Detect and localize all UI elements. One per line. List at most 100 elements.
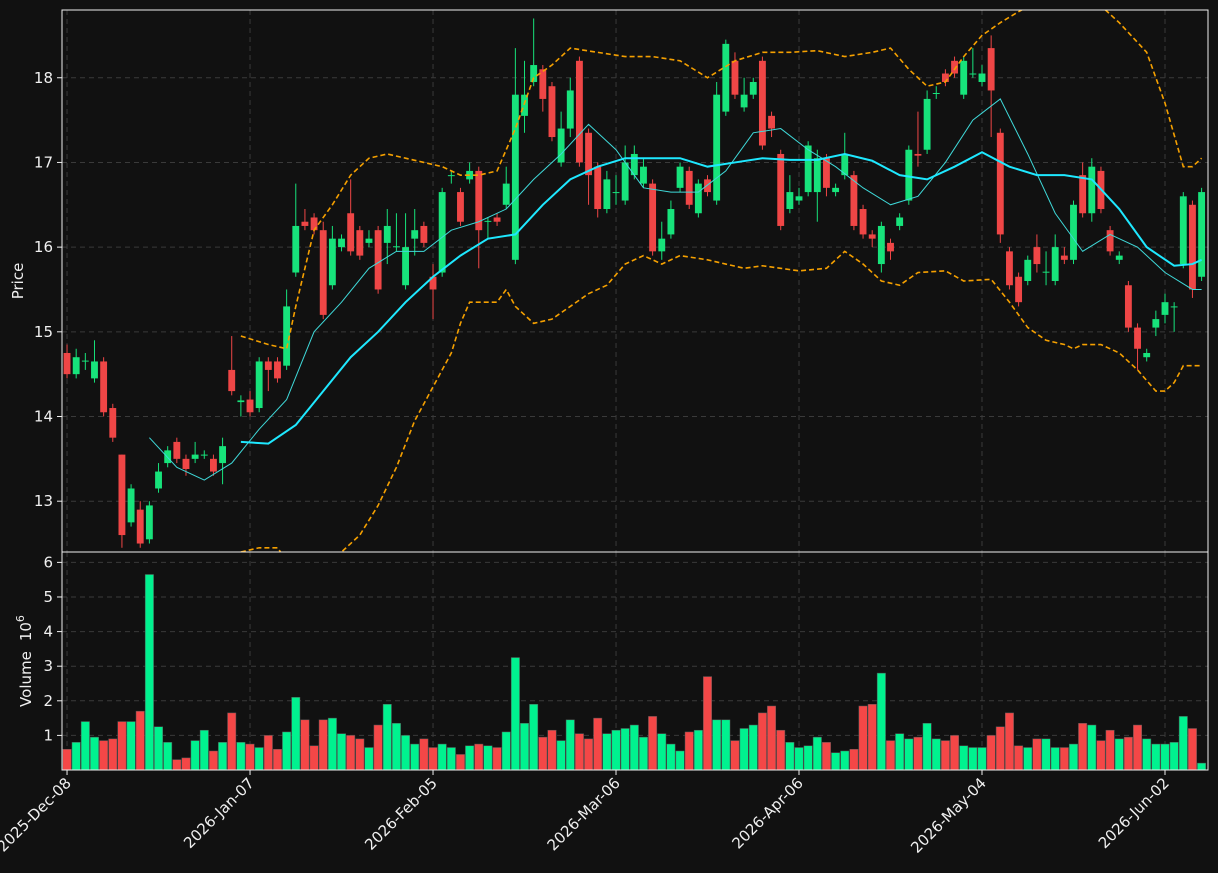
candle-body <box>1198 192 1206 277</box>
candle-body <box>136 509 144 544</box>
candle-body <box>612 192 620 194</box>
volume-bar <box>199 729 209 770</box>
volume-bar <box>1087 724 1097 770</box>
volume-bar <box>236 742 246 770</box>
volume-bar <box>904 738 914 770</box>
candle-body <box>100 361 108 413</box>
volume-bar <box>501 731 511 770</box>
volume-bar <box>1032 738 1042 770</box>
volume-bar <box>510 657 520 770</box>
volume-bar <box>391 723 401 770</box>
volume-bar <box>1123 736 1133 770</box>
volume-bar <box>337 733 346 770</box>
overlay-line <box>240 151 1203 445</box>
candle-body <box>978 73 986 82</box>
volume-bar <box>940 740 950 770</box>
price-axis-label: Price <box>9 263 27 300</box>
candle-body <box>328 238 336 286</box>
volume-bar <box>263 735 273 770</box>
candle-body <box>594 166 602 210</box>
candle-body <box>347 213 355 252</box>
candle-body <box>493 217 501 222</box>
candle-body <box>72 357 80 375</box>
candle-body <box>1134 327 1141 349</box>
overlay-line <box>240 250 1202 552</box>
volume-bar <box>99 740 109 770</box>
candle-body <box>310 217 318 231</box>
volume-bar <box>282 731 292 770</box>
y-tick-label: 4 <box>43 623 53 641</box>
volume-bar <box>62 748 72 770</box>
volume-bar <box>849 748 859 770</box>
volume-bar <box>776 729 786 770</box>
candle-body <box>823 158 830 188</box>
candle-body <box>996 132 1004 235</box>
volume-bar <box>227 712 237 770</box>
candle-body <box>777 153 785 226</box>
candle-body <box>804 145 812 193</box>
volume-bar <box>529 704 539 770</box>
candle-body <box>740 94 748 108</box>
candle-body <box>63 352 71 375</box>
candle-body <box>1179 196 1187 265</box>
volume-bar <box>648 716 658 770</box>
volume-bar <box>584 738 594 770</box>
volume-bar <box>318 719 328 770</box>
y-tick-label: 13 <box>34 492 53 510</box>
candle-body <box>713 94 721 201</box>
volume-bar <box>163 742 173 770</box>
volume-bar <box>1114 738 1124 770</box>
volume-bar <box>767 705 777 770</box>
candle-body <box>511 94 519 260</box>
candle-body <box>813 158 821 193</box>
volume-bar <box>895 733 905 770</box>
volume-bar <box>245 743 255 770</box>
candle-body <box>118 454 126 536</box>
y-tick-label: 2 <box>43 692 53 710</box>
candle-body <box>155 471 162 489</box>
volume-bar <box>629 724 639 770</box>
volume-bar <box>1078 723 1088 770</box>
candle-body <box>292 225 300 273</box>
volume-bar <box>821 742 831 770</box>
candle-body <box>896 217 904 226</box>
candle-body <box>145 505 153 540</box>
candle-body <box>457 192 464 222</box>
candle-body <box>877 225 885 265</box>
candle-body <box>923 98 931 150</box>
volume-bar <box>1187 728 1197 770</box>
candle-body <box>374 230 382 290</box>
volume-bar <box>520 723 529 770</box>
volume-bar <box>547 729 557 770</box>
y-tick-label: 17 <box>34 153 53 171</box>
volume-bar <box>135 710 145 770</box>
volume-bar <box>858 705 868 770</box>
volume-bar <box>886 740 895 770</box>
candle-body <box>932 92 940 94</box>
candle-body <box>1060 255 1068 260</box>
candle-body <box>1189 204 1196 290</box>
volume-bar <box>620 728 630 770</box>
candle-body <box>420 225 428 243</box>
candle-body <box>786 192 794 210</box>
volume-bar <box>401 735 411 770</box>
candle-body <box>539 69 547 99</box>
volume-bar <box>1014 745 1024 770</box>
candle-body <box>173 441 181 459</box>
volume-bar <box>108 738 118 770</box>
volume-bar <box>1169 742 1179 770</box>
candle-body <box>1051 247 1059 281</box>
grid-layer <box>62 10 1208 770</box>
volume-bar <box>876 672 886 770</box>
volume-exponent: 6 <box>14 615 27 622</box>
volume-bar <box>748 724 758 770</box>
volume-bar <box>1041 738 1051 770</box>
candle-body <box>182 458 190 470</box>
volume-bar <box>867 704 877 770</box>
volume-bar <box>181 757 191 770</box>
volume-label: Volume <box>17 651 35 707</box>
candle-body <box>237 400 245 403</box>
volume-bar <box>538 736 548 770</box>
volume-bar <box>712 719 722 770</box>
candle-body <box>557 128 565 163</box>
